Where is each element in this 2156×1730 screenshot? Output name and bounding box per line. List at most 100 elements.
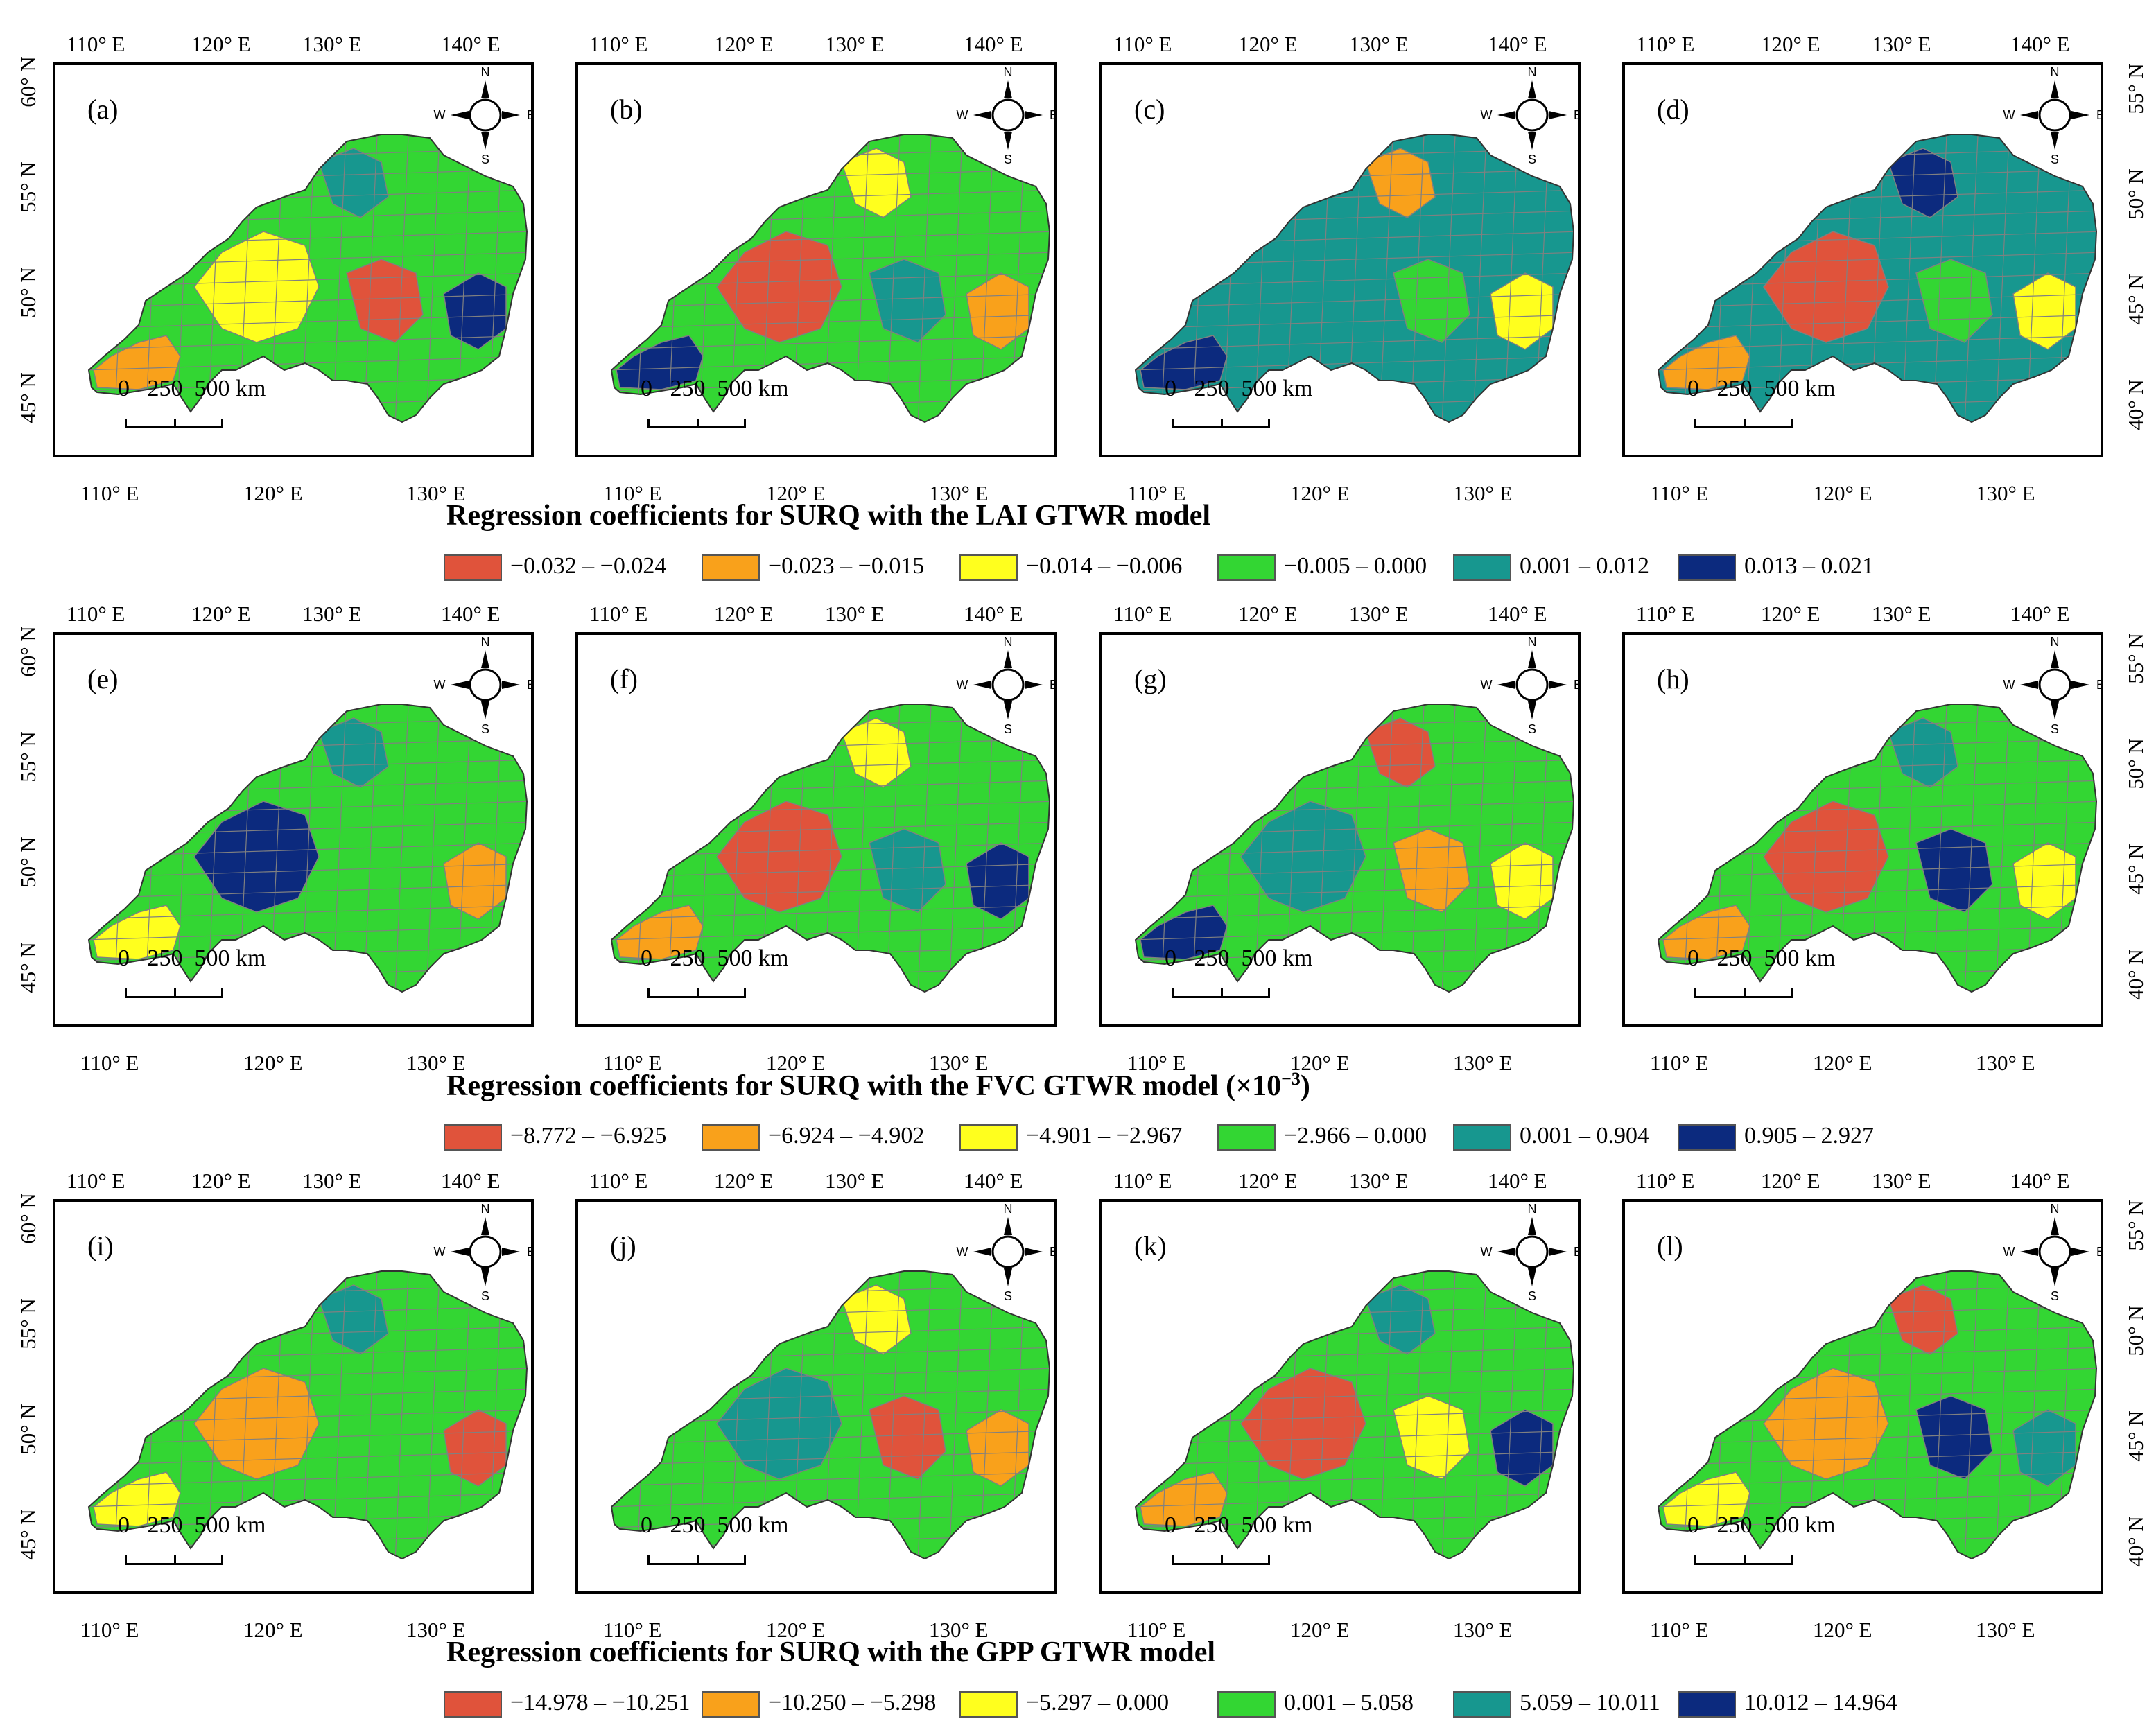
zone-green (1393, 259, 1470, 343)
panel-label: (b) (610, 94, 643, 125)
lat-tick-left: 50° N (15, 267, 40, 318)
compass-w-label: W (2003, 1245, 2015, 1259)
panel-label: (e) (87, 663, 119, 694)
legend-swatch (959, 1124, 1018, 1151)
lon-tick-bottom: 110° E (1650, 1051, 1709, 1075)
compass-s-label: S (1004, 152, 1012, 166)
legend-label: −14.978 – −10.251 (510, 1690, 690, 1715)
legend-label: 0.905 – 2.927 (1744, 1123, 1874, 1148)
legend-title-end: ) (1300, 1070, 1310, 1102)
zone-navy (193, 801, 320, 913)
lon-tick-top: 110° E (1636, 1169, 1695, 1193)
lon-tick-top: 110° E (67, 1169, 125, 1193)
region-outline (1134, 704, 1575, 993)
compass-s-label: S (481, 722, 489, 736)
lat-tick-right: 45° N (2123, 844, 2148, 895)
lon-tick-top: 110° E (1636, 32, 1695, 56)
lon-tick-top: 110° E (1113, 32, 1172, 56)
region-outline (1134, 134, 1575, 423)
lon-tick-bottom: 130° E (1976, 1051, 2035, 1075)
legend-swatch (1453, 1691, 1511, 1718)
compass-w-label: W (434, 108, 446, 122)
legend-label: 0.013 – 0.021 (1744, 553, 1874, 579)
lon-tick-bottom: 120° E (1290, 1051, 1350, 1075)
lon-tick-top: 120° E (1238, 602, 1298, 626)
legend-title-text: Regression coefficients for SURQ with th… (446, 500, 1211, 532)
lon-tick-bottom: 110° E (1127, 481, 1186, 505)
lat-tick-left: 60° N (15, 56, 40, 107)
map-panel: N S E W (i) 0 250 500 km (53, 1199, 534, 1594)
legend-label: 0.001 – 5.058 (1284, 1690, 1414, 1715)
lon-tick-top: 130° E (302, 602, 362, 626)
compass-icon: N S E W (2003, 1202, 2101, 1303)
map-panel: N S E W (g) 0 250 500 km (1099, 632, 1581, 1027)
legend-label: 0.001 – 0.012 (1520, 553, 1649, 579)
zone-teal (869, 259, 946, 343)
legend-title: Regression coefficients for SURQ with th… (446, 499, 1210, 532)
scale-bar-text: 0 250 500 km (1165, 376, 1313, 401)
zone-teal (1365, 1284, 1436, 1355)
legend-label: −0.005 – 0.000 (1284, 553, 1427, 579)
legend-title-text: Regression coefficients for SURQ with th… (446, 1636, 1216, 1668)
scale-bar-text: 0 250 500 km (641, 1512, 789, 1538)
zone-orange (1365, 148, 1436, 218)
panel-label: (h) (1657, 663, 1689, 694)
zone-yellow (93, 905, 181, 960)
lat-tick-right: 50° N (2123, 738, 2148, 789)
lat-tick-right: 45° N (2123, 274, 2148, 325)
lon-tick-bottom: 130° E (1976, 1618, 2035, 1642)
scale-bar-text: 0 250 500 km (118, 945, 266, 971)
panel-label: (c) (1134, 94, 1165, 125)
compass-icon: N S E W (434, 1202, 532, 1303)
lon-tick-top: 110° E (1636, 602, 1695, 626)
zone-green (1915, 259, 1993, 343)
compass-icon: N S E W (434, 65, 532, 166)
lon-tick-top: 140° E (2010, 32, 2070, 56)
scale-bar-text: 0 250 500 km (641, 945, 789, 971)
zone-orange (1763, 1368, 1889, 1480)
compass-e-label: E (527, 678, 531, 692)
scale-bar-mid-tick (1221, 419, 1223, 428)
zone-yellow (841, 148, 912, 218)
lat-tick-left: 55° N (15, 161, 40, 213)
scale-bar-mid-tick (174, 419, 176, 428)
compass-n-label: N (2051, 1202, 2060, 1216)
lon-tick-bottom: 110° E (1127, 1618, 1186, 1642)
lon-tick-bottom: 130° E (1453, 481, 1513, 505)
legend-label: −0.032 – −0.024 (510, 553, 667, 579)
map-panel: N S E W (b) 0 250 500 km (575, 62, 1057, 457)
legend-swatch (1217, 554, 1276, 581)
panel-label: (j) (610, 1230, 636, 1261)
lon-tick-top: 140° E (441, 1169, 501, 1193)
zone-orange (1662, 905, 1750, 960)
scale-bar-text: 0 250 500 km (1165, 945, 1313, 971)
lon-tick-bottom: 120° E (243, 1618, 303, 1642)
legend-swatch (959, 1691, 1018, 1718)
compass-icon: N S E W (2003, 635, 2101, 736)
lat-tick-right: 50° N (2123, 168, 2148, 220)
zone-teal (1240, 801, 1366, 913)
zone-navy (1140, 335, 1228, 390)
map-panel: N S E W (d) 0 250 500 km (1622, 62, 2103, 457)
compass-n-label: N (1528, 65, 1537, 79)
compass-icon: N S E W (1481, 65, 1579, 166)
compass-icon: N S E W (957, 65, 1054, 166)
scale-bar-mid-tick (697, 1555, 699, 1565)
lon-tick-bottom: 130° E (929, 481, 989, 505)
compass-w-label: W (434, 1245, 446, 1259)
zone-teal (716, 1368, 842, 1480)
map-panel: N S E W (e) 0 250 500 km (53, 632, 534, 1027)
compass-w-label: W (957, 678, 968, 692)
lon-tick-bottom: 130° E (1453, 1618, 1513, 1642)
zone-orange (1662, 335, 1750, 390)
lat-tick-left: 50° N (15, 1404, 40, 1455)
compass-s-label: S (2051, 722, 2059, 736)
scale-bar-mid-tick (174, 988, 176, 998)
compass-w-label: W (957, 1245, 968, 1259)
panel-label: (i) (87, 1230, 114, 1261)
lon-tick-top: 130° E (1872, 602, 1931, 626)
legend-swatch (702, 1124, 760, 1151)
compass-icon: N S E W (434, 635, 532, 736)
lat-tick-right: 40° N (2123, 949, 2148, 1000)
